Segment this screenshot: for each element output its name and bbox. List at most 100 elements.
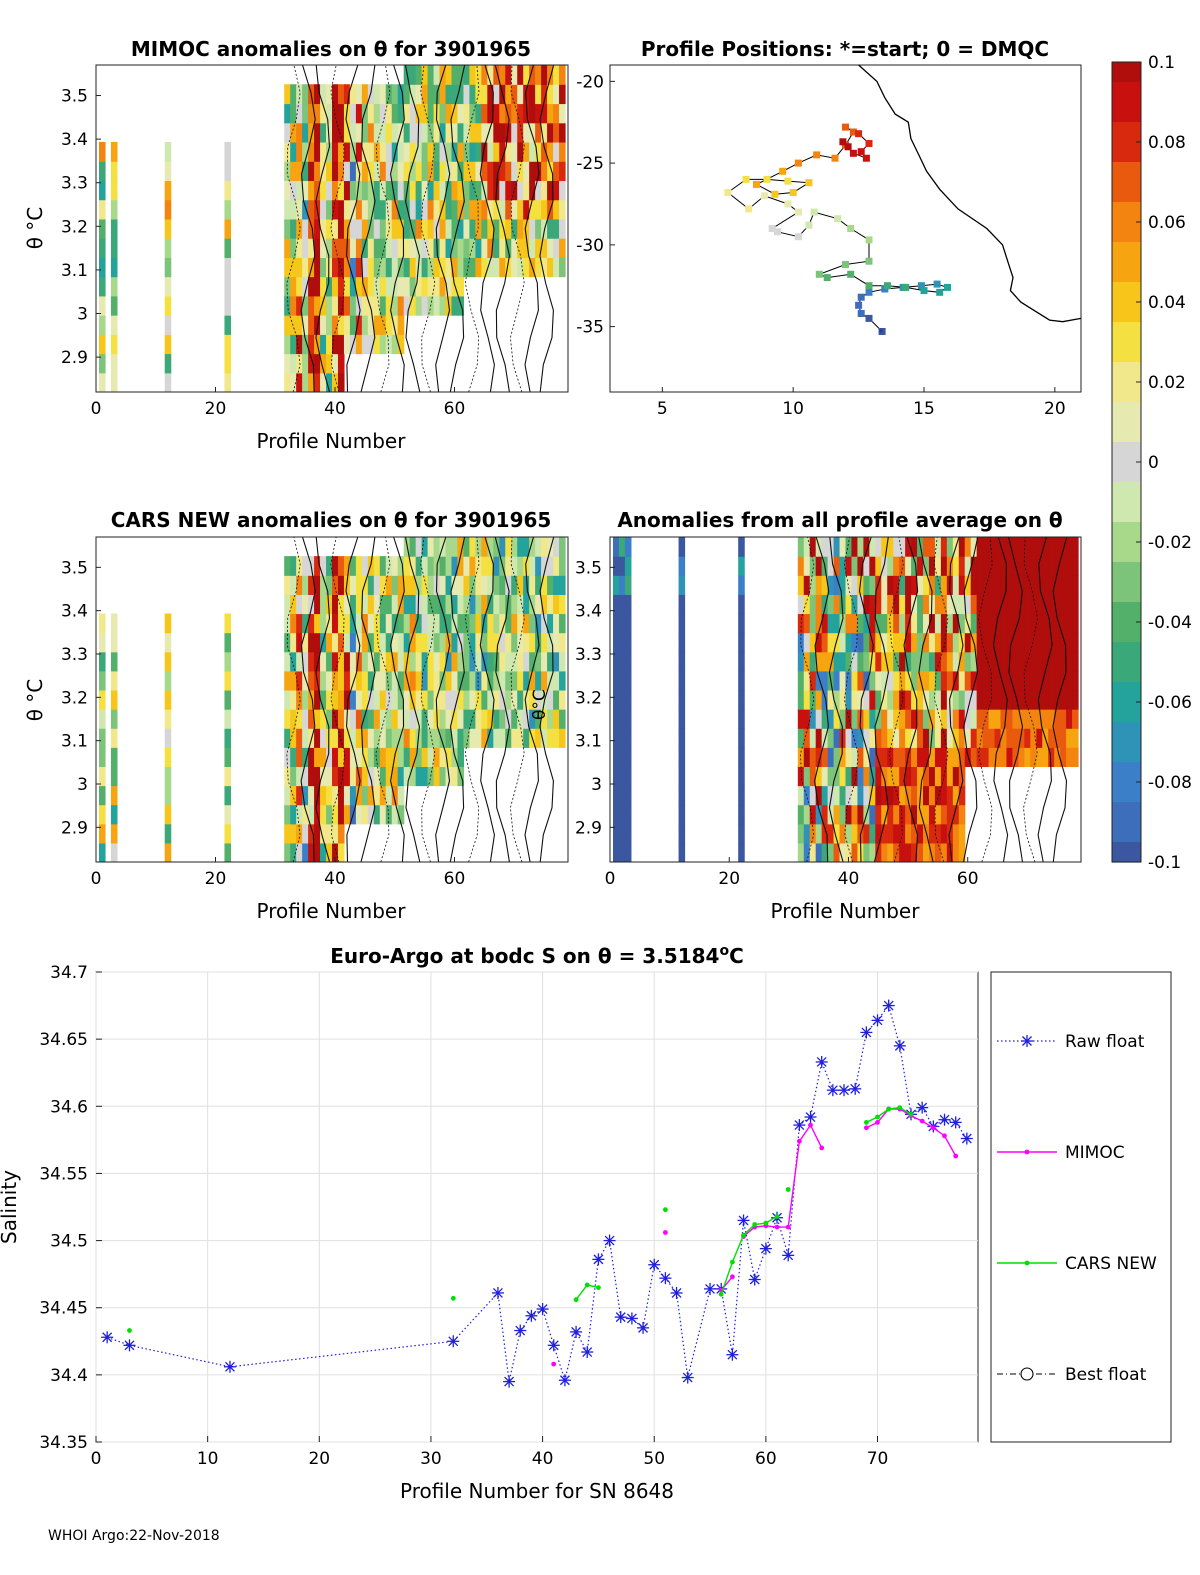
- heatmap-cell: [827, 728, 835, 748]
- heatmap-cell: [164, 257, 172, 278]
- heatmap-cell: [445, 537, 453, 557]
- heatmap-cell: [367, 747, 375, 768]
- heatmap-cell: [994, 575, 1002, 595]
- heatmap-cell: [1054, 728, 1061, 748]
- heatmap-cell: [994, 709, 1002, 729]
- heatmap-cell: [427, 218, 435, 239]
- heatmap-cell: [899, 689, 906, 710]
- heatmap-cell: [164, 161, 172, 182]
- heatmap-cell: [445, 689, 453, 710]
- heatmap-cell: [326, 575, 333, 595]
- heatmap-cell: [164, 785, 172, 806]
- heatmap-cell: [911, 670, 918, 691]
- heatmap-cell: [314, 161, 321, 182]
- heatmap-cell: [899, 709, 906, 729]
- heatmap-cell: [427, 199, 435, 220]
- heatmap-cell: [833, 766, 841, 787]
- heatmap-cell: [469, 556, 476, 576]
- heatmap-cell: [553, 575, 560, 595]
- heatmap-cell: [373, 651, 381, 672]
- heatmap-cell: [481, 257, 488, 278]
- heatmap-cell: [559, 238, 566, 258]
- heatmap-cell: [1018, 537, 1025, 557]
- heatmap-cell: [529, 218, 536, 239]
- positions-panel: Profile Positions: *=start; 0 = DMQC * 5…: [576, 37, 1082, 419]
- heatmap-cell: [678, 575, 686, 595]
- heatmap-cell: [385, 180, 393, 201]
- heatmap-cell: [481, 122, 488, 143]
- colorbar-segment: [1112, 102, 1141, 123]
- heatmap-cell: [821, 785, 829, 806]
- heatmap-cell: [875, 709, 882, 729]
- heatmap-cell: [827, 594, 835, 615]
- heatmap-cell: [296, 276, 303, 297]
- heatmap-cell: [355, 180, 363, 201]
- heatmap-cell: [98, 804, 106, 825]
- heatmap-cell: [433, 632, 441, 653]
- heatmap-cell: [98, 199, 106, 220]
- heatmap-cell: [803, 632, 811, 653]
- heatmap-cell: [391, 257, 399, 278]
- heatmap-cell: [361, 613, 369, 634]
- heatmap-cell: [110, 804, 118, 825]
- heatmap-cell: [1048, 651, 1055, 672]
- heatmap-cell: [110, 747, 118, 768]
- heatmap-cell: [839, 537, 847, 557]
- heatmap-cell: [296, 670, 303, 691]
- heatmap-cell: [499, 122, 506, 143]
- heatmap-cell: [379, 334, 387, 355]
- heatmap-cell: [164, 334, 172, 355]
- heatmap-cell: [1066, 728, 1073, 748]
- heatmap-cell: [940, 747, 948, 768]
- heatmap-cell: [421, 689, 429, 710]
- heatmap-cell: [845, 689, 853, 710]
- mimoc-point: [774, 1224, 780, 1230]
- heatmap-cell: [541, 670, 548, 691]
- heatmap-cell: [164, 613, 172, 634]
- heatmap-cell: [803, 613, 811, 634]
- heatmap-cell: [809, 823, 817, 844]
- heatmap-cell: [529, 575, 536, 595]
- heatmap-cell: [326, 728, 333, 748]
- heatmap-cell: [326, 842, 333, 862]
- profile-position-marker: [865, 282, 873, 290]
- heatmap-cell: [487, 689, 494, 710]
- heatmap-cell: [164, 689, 172, 710]
- heatmap-cell: [475, 141, 482, 162]
- heatmap-cell: [923, 747, 930, 768]
- heatmap-cell: [433, 276, 441, 297]
- heatmap-cell: [678, 556, 686, 576]
- heatmap-cell: [349, 651, 357, 672]
- heatmap-cell: [505, 122, 512, 143]
- heatmap-cell: [367, 218, 375, 239]
- heatmap-cell: [529, 670, 536, 691]
- heatmap-cell: [367, 670, 375, 691]
- heatmap-cell: [367, 199, 375, 220]
- heatmap-cell: [559, 180, 566, 201]
- heatmap-cell: [463, 218, 471, 239]
- heatmap-cell: [958, 747, 966, 768]
- heatmap-cell: [815, 575, 823, 595]
- heatmap-cell: [928, 804, 936, 825]
- heatmap-cell: [875, 728, 882, 748]
- heatmap-cell: [952, 632, 960, 653]
- heatmap-cell: [439, 632, 447, 653]
- heatmap-cell: [833, 613, 841, 634]
- heatmap-cell: [923, 556, 930, 576]
- heatmap-cell: [373, 804, 381, 825]
- raw-float-point: [223, 1360, 236, 1373]
- heatmap-cell: [803, 804, 811, 825]
- heatmap-cell: [624, 689, 632, 710]
- heatmap-cell: [379, 315, 387, 335]
- heatmap-cell: [803, 556, 811, 576]
- heatmap-cell: [517, 257, 524, 278]
- heatmap-cell: [535, 199, 542, 220]
- heatmap-cell: [1030, 651, 1037, 672]
- heatmap-cell: [1018, 670, 1025, 691]
- heatmap-cell: [361, 689, 369, 710]
- colorbar-segment: [1112, 762, 1141, 783]
- heatmap-cell: [343, 632, 351, 653]
- heatmap-cell: [463, 141, 471, 162]
- heatmap-cell: [1042, 709, 1049, 729]
- heatmap-cell: [373, 785, 381, 806]
